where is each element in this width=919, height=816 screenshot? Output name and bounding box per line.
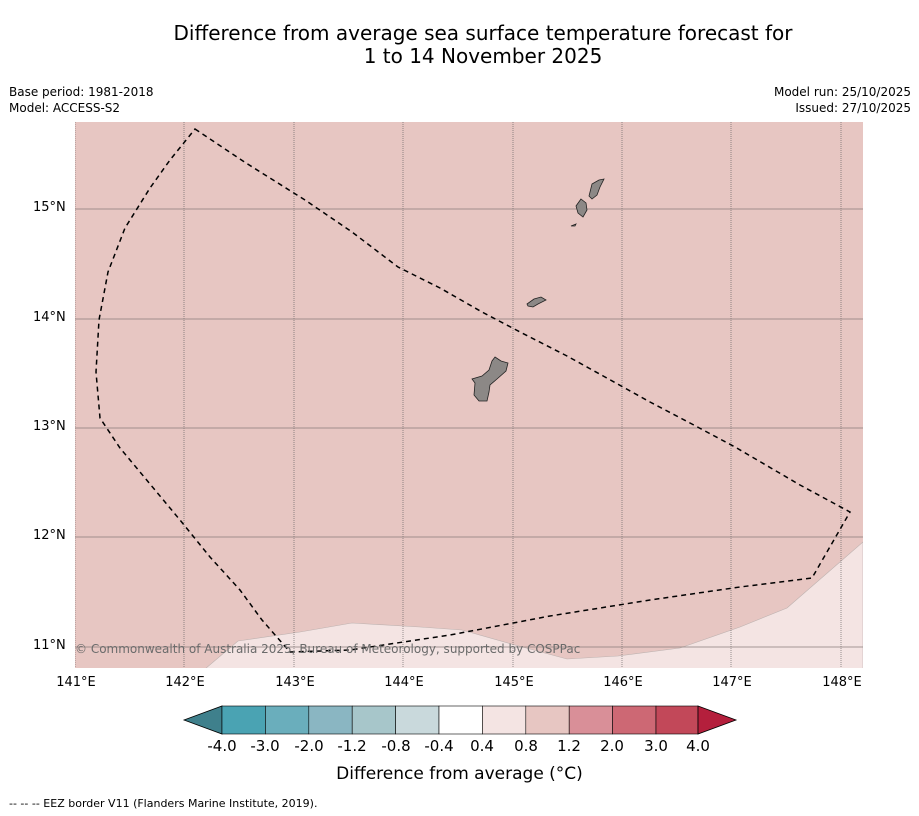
colorbar-swatch-2 — [265, 705, 310, 735]
parallel-gridlines — [75, 208, 863, 648]
lat-label-13n: 13°N — [33, 419, 66, 434]
lon-label-141e: 141°E — [56, 675, 96, 690]
colorbar-tick: 1.2 — [557, 737, 581, 755]
colorbar-swatch-7 — [482, 705, 527, 735]
colorbar-swatch-4 — [351, 705, 396, 735]
lon-label-143e: 143°E — [275, 675, 315, 690]
colorbar-swatch-3 — [308, 705, 353, 735]
lon-label-145e: 145°E — [494, 675, 534, 690]
sst-main-region — [75, 122, 863, 668]
colorbar-tick: 0.4 — [470, 737, 494, 755]
colorbar-tick: -0.8 — [381, 737, 411, 755]
lon-label-142e: 142°E — [165, 675, 205, 690]
lat-label-14n: 14°N — [33, 310, 66, 325]
colorbar-label: Difference from average (°C) — [336, 764, 583, 784]
model-name: Model: ACCESS-S2 — [9, 101, 121, 115]
lat-label-11n: 11°N — [33, 638, 66, 653]
issued-date: Issued: 27/10/2025 — [795, 101, 911, 115]
colorbar — [182, 705, 738, 735]
colorbar-tick: 2.0 — [600, 737, 624, 755]
meridian-gridlines — [75, 122, 842, 668]
meta-right: Model run: 25/10/2025 Issued: 27/10/2025 — [774, 84, 911, 116]
island-aguijan — [570, 223, 577, 227]
colorbar-tick: -0.4 — [424, 737, 454, 755]
colorbar-extend-low — [182, 705, 223, 735]
colorbar-swatch-10 — [612, 705, 657, 735]
base-period: Base period: 1981-2018 — [9, 85, 154, 99]
meta-left: Base period: 1981-2018 Model: ACCESS-S2 — [9, 84, 154, 116]
colorbar-swatch-5 — [395, 705, 440, 735]
island-guam — [471, 356, 509, 402]
eez-border — [95, 127, 852, 653]
island-saipan — [588, 178, 605, 200]
lat-label-12n: 12°N — [33, 528, 66, 543]
copyright-notice: © Commonwealth of Australia 2025, Bureau… — [75, 642, 581, 656]
title-line-2: 1 to 14 November 2025 — [363, 44, 603, 68]
islands — [471, 178, 605, 402]
eez-footnote: -- -- -- EEZ border V11 (Flanders Marine… — [9, 797, 318, 810]
colorbar-tick: -1.2 — [337, 737, 367, 755]
colorbar-swatch-6 — [438, 705, 483, 735]
colorbar-extend-high — [697, 705, 738, 735]
colorbar-swatch-11 — [655, 705, 699, 735]
colorbar-tick: -2.0 — [294, 737, 324, 755]
title-line-1: Difference from average sea surface temp… — [173, 21, 793, 45]
lon-label-144e: 144°E — [384, 675, 424, 690]
lat-label-15n: 15°N — [33, 200, 66, 215]
colorbar-swatch-8 — [525, 705, 570, 735]
lon-label-148e: 148°E — [822, 675, 862, 690]
model-run: Model run: 25/10/2025 — [773, 85, 911, 99]
sst-low-anomaly-region — [205, 541, 863, 668]
island-tinian — [575, 198, 588, 218]
colorbar-swatch-1 — [221, 705, 266, 735]
colorbar-tick: 3.0 — [644, 737, 668, 755]
colorbar-swatch-9 — [568, 705, 613, 735]
colorbar-tick: 4.0 — [686, 737, 710, 755]
colorbar-tick: 0.8 — [514, 737, 538, 755]
chart-title: Difference from average sea surface temp… — [0, 22, 919, 68]
lon-label-147e: 147°E — [712, 675, 752, 690]
colorbar-tick: -3.0 — [250, 737, 280, 755]
colorbar-tick: -4.0 — [207, 737, 237, 755]
lon-label-146e: 146°E — [603, 675, 643, 690]
island-rota — [526, 296, 547, 308]
